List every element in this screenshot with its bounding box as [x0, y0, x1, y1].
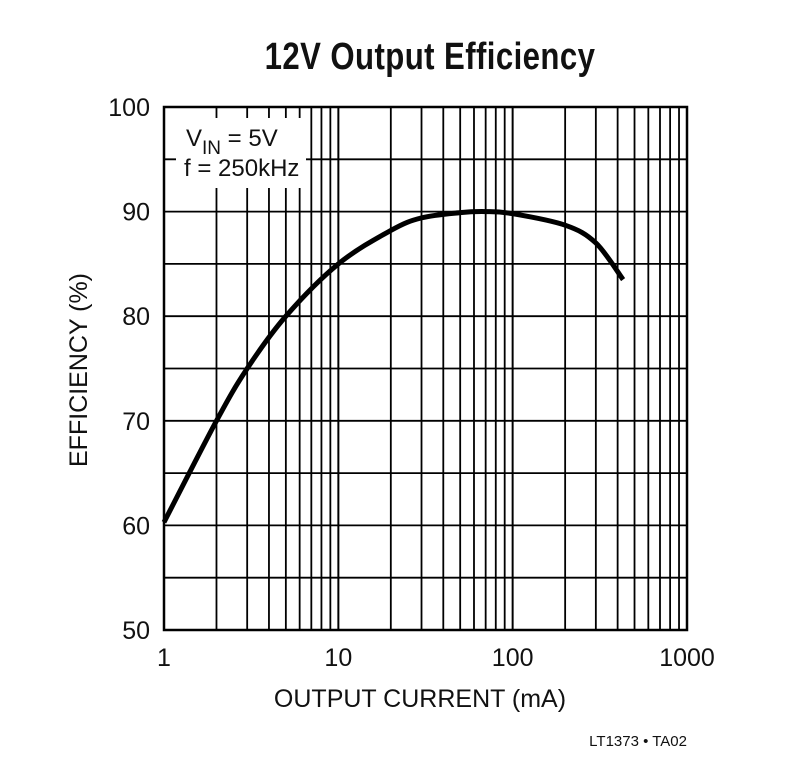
y-tick-label: 100 [108, 94, 150, 122]
y-tick-label: 70 [122, 408, 150, 436]
y-tick-label: 90 [122, 199, 150, 227]
x-tick-label: 1 [157, 644, 171, 672]
x-tick-label: 1000 [659, 644, 715, 672]
efficiency-curve [161, 209, 626, 524]
x-tick-label: 100 [492, 644, 534, 672]
legend-freq: f = 250kHz [184, 155, 299, 182]
x-tick-label: 10 [324, 644, 352, 672]
y-tick-label: 80 [122, 303, 150, 331]
figure-id: LT1373 • TA02 [589, 733, 687, 750]
x-axis-label: OUTPUT CURRENT (mA) [274, 685, 566, 713]
y-tick-label: 50 [122, 617, 150, 645]
legend-box [176, 118, 306, 188]
plot-frame [162, 105, 689, 632]
chart-title: 12V Output Efficiency [264, 36, 596, 78]
y-tick-label: 60 [122, 512, 150, 540]
y-axis-label: EFFICIENCY (%) [65, 273, 93, 467]
legend-vin: VIN = 5V [186, 125, 278, 159]
x-tick-labels: 1 10 100 1000 [157, 644, 715, 672]
y-tick-labels: 50 60 70 80 90 100 [108, 94, 150, 645]
